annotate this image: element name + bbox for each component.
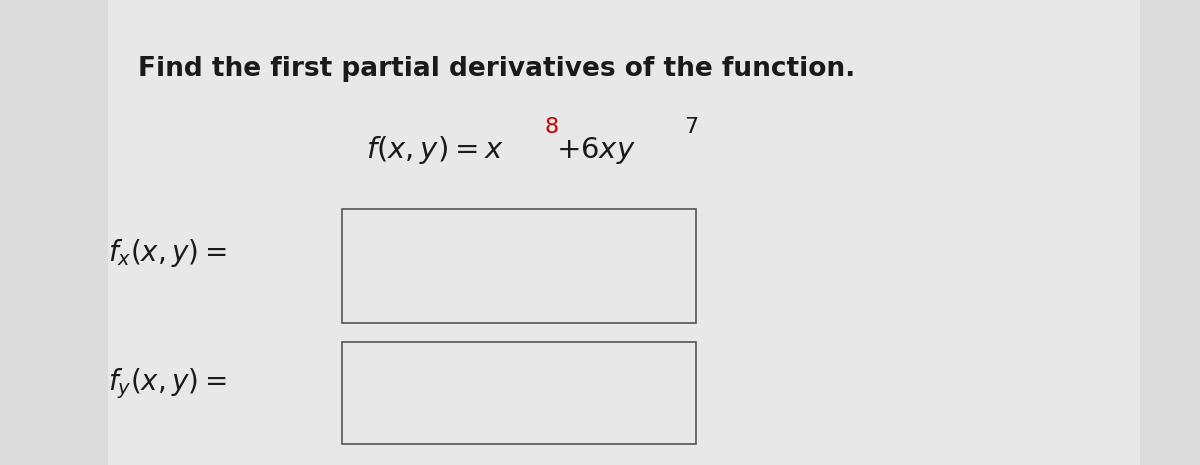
FancyBboxPatch shape [342, 209, 696, 323]
Text: Find the first partial derivatives of the function.: Find the first partial derivatives of th… [138, 56, 856, 82]
FancyBboxPatch shape [108, 0, 1140, 465]
Text: $+ 6xy$: $+ 6xy$ [556, 135, 635, 166]
FancyBboxPatch shape [342, 342, 696, 444]
Text: $f_y(x, y) =$: $f_y(x, y) =$ [108, 366, 227, 401]
Text: $f(x, y) = x$: $f(x, y) = x$ [366, 134, 504, 166]
Text: $7$: $7$ [684, 115, 698, 138]
Text: $f_x(x, y) =$: $f_x(x, y) =$ [108, 238, 227, 269]
Text: $8$: $8$ [544, 115, 558, 138]
